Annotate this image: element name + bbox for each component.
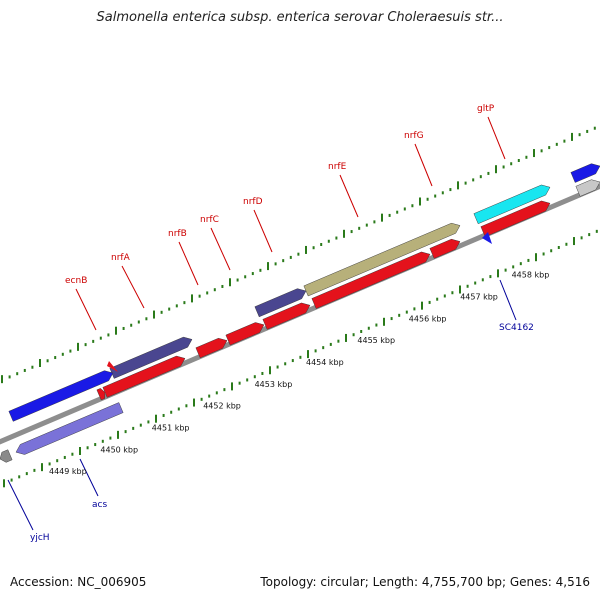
leader-line xyxy=(499,279,517,321)
map-title: Salmonella enterica subsp. enterica sero… xyxy=(96,10,504,25)
scale-label: 4454 kbp xyxy=(306,358,344,367)
gene-arrow-forward xyxy=(480,200,551,238)
scale-label: 4455 kbp xyxy=(357,336,395,345)
gene-arrow-forward xyxy=(195,337,228,359)
gene-arrow-forward xyxy=(254,288,307,318)
gene-label-acs: acs xyxy=(92,500,107,510)
gene-arrow-forward xyxy=(102,355,186,398)
gene-arrow-forward xyxy=(225,322,265,346)
gene-label-nrfg: nrfG xyxy=(404,131,424,141)
gene-arrow-reverse xyxy=(0,449,13,463)
gene-label-gltp: gltP xyxy=(477,104,495,114)
gene-arrow-forward-shape xyxy=(225,322,265,346)
scale-label: 4452 kbp xyxy=(203,402,241,411)
gene-arrow-forward-shape xyxy=(262,302,311,330)
gene-arrow-forward-shape xyxy=(575,179,600,197)
gene-arrow-forward-shape xyxy=(8,370,114,422)
gene-arrow-forward-shape xyxy=(473,184,551,225)
gene-callouts: ecnB nrfA nrfB nrfC nrfD nrfE nrfG gltP acs yjcH S… xyxy=(7,104,534,543)
scale-labels: 4449 kbp 4450 kbp 4451 kbp 4452 kbp 4453 kbp… xyxy=(49,271,549,477)
gene-arrow-forward xyxy=(570,163,600,183)
gene-arrow-forward xyxy=(262,302,311,330)
gene-arrow-forward xyxy=(575,179,600,197)
gene-label-nrfc: nrfC xyxy=(200,215,219,225)
gene-arrow-forward xyxy=(311,251,431,309)
leader-line xyxy=(487,116,506,160)
leader-line xyxy=(75,288,97,331)
gene-label-nrfd: nrfD xyxy=(243,197,263,207)
scale-label: 4458 kbp xyxy=(512,271,550,280)
leader-line xyxy=(253,209,273,253)
gene-arrow-forward-shape xyxy=(254,288,307,318)
leader-line xyxy=(121,265,145,309)
gene-arrow-forward xyxy=(96,388,106,401)
accession-text: Accession: NC_006905 xyxy=(10,575,147,589)
gene-arrow-forward-shape xyxy=(195,337,228,359)
tick-row-outer xyxy=(1,126,596,384)
leader-line xyxy=(414,143,433,187)
leader-line xyxy=(7,479,34,531)
gene-arrow-forward-shape xyxy=(96,388,106,401)
scale-label: 4456 kbp xyxy=(409,314,447,323)
gene-label-nrfa: nrfA xyxy=(111,253,131,263)
leader-line xyxy=(178,241,199,286)
gene-label-sc4162: SC4162 xyxy=(499,323,534,333)
gene-arrow-forward-shape xyxy=(311,251,431,309)
gene-arrow-forward-shape xyxy=(480,200,551,238)
gene-arrow-forward-shape xyxy=(303,222,461,297)
scale-label: 4449 kbp xyxy=(49,467,87,476)
gene-arrow-forward-shape xyxy=(570,163,600,183)
gene-arrow-forward-shape xyxy=(109,336,193,379)
gene-marker-sc4162 xyxy=(482,232,492,244)
gene-arrow-reverse-shape xyxy=(15,402,124,455)
tick-row-inner xyxy=(3,229,598,488)
scale-label: 4451 kbp xyxy=(152,423,190,432)
gene-arrow-reverse-shape xyxy=(0,449,13,463)
gene-label-nrfb: nrfB xyxy=(168,229,187,239)
gene-arrow-forward xyxy=(8,370,114,422)
topology-text: Topology: circular; Length: 4,755,700 bp… xyxy=(260,575,590,589)
gene-arrow-forward-shape xyxy=(102,355,186,398)
gene-arrow-forward xyxy=(109,336,193,379)
gene-arrow-forward xyxy=(429,238,461,259)
gene-arrow-forward xyxy=(473,184,551,225)
gene-track xyxy=(0,163,600,463)
scale-label: 4457 kbp xyxy=(460,292,498,301)
gene-label-nrfe: nrfE xyxy=(328,162,347,172)
gene-arrow-forward xyxy=(303,222,461,297)
gene-label-ecnb: ecnB xyxy=(65,276,87,286)
leader-line xyxy=(79,458,99,497)
gene-arrow-forward-shape xyxy=(429,238,461,259)
leader-line xyxy=(339,174,359,218)
scale-label: 4453 kbp xyxy=(255,380,293,389)
gene-arrow-reverse xyxy=(15,402,124,455)
gene-label-yjch: yjcH xyxy=(30,533,50,543)
gene-marker-ecnb xyxy=(107,361,118,372)
scale-label: 4450 kbp xyxy=(100,445,138,454)
leader-line xyxy=(210,227,231,271)
